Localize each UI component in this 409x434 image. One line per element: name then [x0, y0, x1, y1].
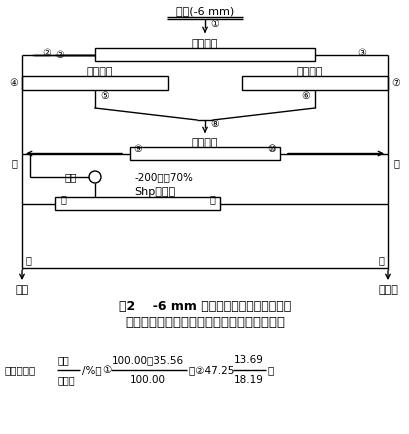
- Bar: [95, 48, 314, 61]
- Text: /%；: /%；: [82, 365, 101, 375]
- Text: ⑪: ⑪: [11, 158, 17, 168]
- Bar: [55, 197, 220, 210]
- Text: ①: ①: [102, 365, 111, 375]
- Text: 品位: 品位: [58, 355, 70, 365]
- Text: 尾矿: 尾矿: [16, 285, 29, 295]
- Text: ⑬: ⑬: [209, 194, 214, 204]
- Text: ⑯: ⑯: [377, 255, 383, 265]
- Text: ③: ③: [357, 49, 366, 59]
- Text: 100.00；35.56: 100.00；35.56: [112, 355, 184, 365]
- Text: ⑫: ⑫: [60, 194, 66, 204]
- Text: 原矿(-6 mm): 原矿(-6 mm): [175, 6, 234, 16]
- Bar: [22, 76, 168, 90]
- Text: ②: ②: [56, 49, 64, 59]
- Text: 磨矿: 磨矿: [64, 172, 77, 182]
- Text: ⑥: ⑥: [301, 91, 309, 101]
- Text: 18.19: 18.19: [234, 375, 263, 385]
- Text: ⑨: ⑨: [133, 144, 142, 154]
- Bar: [241, 76, 387, 90]
- Text: ⑭: ⑭: [392, 158, 398, 168]
- Text: ⑩: ⑩: [267, 144, 276, 154]
- Text: 图例：产率: 图例：产率: [5, 365, 36, 375]
- Text: 中矿再选: 中矿再选: [191, 138, 218, 148]
- Bar: [130, 147, 279, 160]
- Text: ⑦: ⑦: [391, 78, 400, 88]
- Text: ⑧: ⑧: [209, 119, 218, 129]
- Text: ④: ④: [9, 78, 18, 88]
- Text: 图2    -6 mm 原矿一次粗选、一次扫选、: 图2 -6 mm 原矿一次粗选、一次扫选、: [119, 300, 290, 313]
- Text: 13.69: 13.69: [234, 355, 263, 365]
- Text: 回收率: 回收率: [58, 375, 75, 385]
- Text: 铁精矿: 铁精矿: [377, 285, 397, 295]
- Text: -200目占70%: -200目占70%: [135, 172, 193, 182]
- Text: ；②47.25: ；②47.25: [189, 365, 237, 375]
- Text: ⑤: ⑤: [100, 91, 108, 101]
- Text: Shp强磁选: Shp强磁选: [134, 187, 175, 197]
- Text: 一次精选、中矿再选、尾矿再磨再选试验流程: 一次精选、中矿再选、尾矿再磨再选试验流程: [125, 316, 284, 329]
- Text: 永磁粗选: 永磁粗选: [191, 39, 218, 49]
- Text: ①: ①: [209, 19, 218, 29]
- Text: 永磁精选: 永磁精选: [296, 67, 322, 77]
- Text: ；: ；: [267, 365, 274, 375]
- Text: ⑮: ⑮: [26, 255, 32, 265]
- Text: 永磁扫选: 永磁扫选: [87, 67, 113, 77]
- Text: 100.00: 100.00: [130, 375, 166, 385]
- Text: ②: ②: [43, 49, 51, 59]
